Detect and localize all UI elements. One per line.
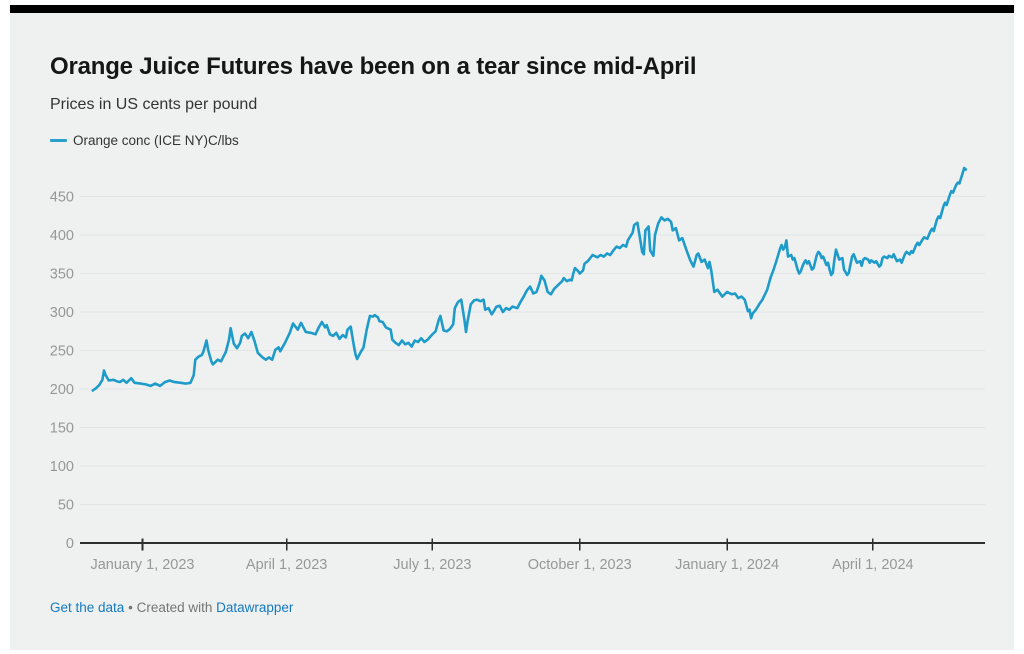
chart-legend: Orange conc (ICE NY)C/lbs [50, 133, 239, 148]
get-the-data-link[interactable]: Get the data [50, 600, 125, 615]
chart-card [10, 13, 1014, 650]
footer-separator: • [128, 600, 133, 615]
chart-footer: Get the data • Created with Datawrapper [50, 600, 293, 615]
legend-label: Orange conc (ICE NY)C/lbs [73, 133, 239, 148]
y-tick-label: 200 [50, 382, 74, 398]
y-tick-label: 100 [50, 459, 74, 475]
y-tick-labels: 0 50 100 150 200 250 300 350 400 450 [50, 190, 74, 553]
x-tick-label: January 1, 2024 [675, 557, 779, 573]
chart-subtitle: Prices in US cents per pound [50, 96, 258, 113]
legend-line-icon [50, 139, 67, 142]
y-tick-label: 300 [50, 305, 74, 321]
y-tick-label: 450 [50, 190, 74, 206]
x-tick-label: April 1, 2024 [832, 557, 913, 573]
x-tick-label: January 1, 2023 [90, 557, 194, 573]
y-tick-label: 150 [50, 421, 74, 437]
x-tick-label: October 1, 2023 [528, 557, 632, 573]
gridlines [80, 195, 985, 506]
y-tick-label: 350 [50, 267, 74, 283]
x-axis [80, 538, 985, 551]
series-lines [91, 166, 968, 392]
series-line [91, 166, 968, 392]
y-tick-label: 250 [50, 344, 74, 360]
datawrapper-link[interactable]: Datawrapper [216, 600, 294, 615]
x-tick-labels: January 1, 2023 April 1, 2023 July 1, 2023… [90, 557, 913, 573]
chart-title: Orange Juice Futures have been on a tear… [50, 53, 697, 80]
x-tick-label: July 1, 2023 [393, 557, 471, 573]
top-black-bar [10, 5, 1014, 13]
footer-created-with: Created with [136, 600, 213, 615]
y-tick-label: 50 [58, 498, 74, 514]
y-tick-label: 400 [50, 228, 74, 244]
x-tick-label: April 1, 2023 [246, 557, 327, 573]
y-tick-label: 0 [66, 536, 74, 552]
